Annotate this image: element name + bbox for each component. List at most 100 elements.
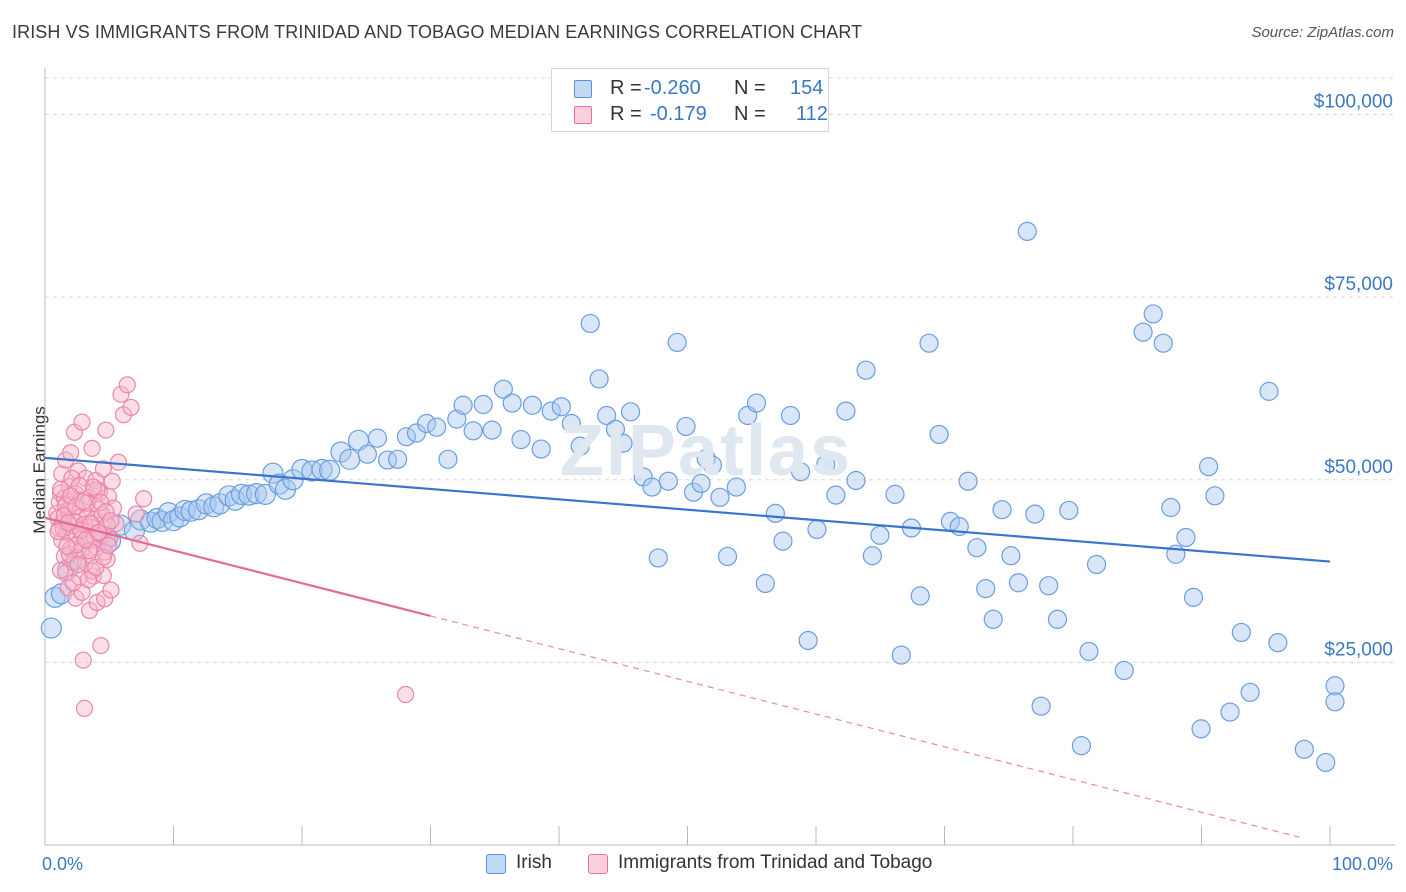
- series-legend: Irish Immigrants from Trinidad and Tobag…: [0, 852, 1406, 878]
- data-point-irish: [1079, 641, 1099, 662]
- data-point-irish: [1161, 497, 1181, 518]
- legend-swatch-trinidad: [574, 106, 592, 124]
- data-point-trinidad: [118, 376, 136, 394]
- data-point-irish: [427, 417, 447, 437]
- data-point-trinidad: [102, 581, 120, 599]
- series-irish-points: [40, 221, 1345, 773]
- data-point-irish: [710, 487, 730, 507]
- data-point-irish: [992, 500, 1012, 520]
- data-point-irish: [1143, 304, 1163, 324]
- data-point-irish: [667, 332, 687, 353]
- data-point-trinidad: [84, 478, 102, 496]
- data-point-trinidad: [102, 512, 120, 530]
- data-point-irish: [798, 630, 818, 651]
- data-point-trinidad: [51, 480, 70, 498]
- data-point-irish: [919, 333, 939, 353]
- data-point-trinidad: [96, 590, 114, 608]
- data-point-irish: [1205, 486, 1225, 506]
- data-point-irish: [580, 313, 600, 334]
- data-point-irish: [676, 416, 696, 437]
- trend-line-trinidad: [44, 516, 431, 617]
- watermark: ZIPatlas: [560, 411, 853, 491]
- data-point-irish: [453, 395, 473, 415]
- data-point-irish: [1316, 752, 1336, 773]
- data-point-trinidad: [122, 398, 140, 417]
- data-point-irish: [726, 477, 746, 497]
- legend-n-label: N =: [734, 77, 766, 99]
- data-point-irish: [1039, 576, 1059, 596]
- data-point-irish: [983, 609, 1003, 629]
- data-point-irish: [958, 471, 978, 491]
- trend-line-trinidad-extension: [430, 615, 1305, 840]
- data-point-irish: [1031, 696, 1051, 716]
- x-tick-labels: 0.0% 100.0%: [42, 854, 1393, 874]
- data-point-trinidad: [94, 460, 112, 478]
- data-point-irish: [541, 401, 561, 421]
- data-point-irish: [1008, 573, 1029, 593]
- data-point-trinidad: [127, 505, 145, 523]
- data-point-irish: [826, 485, 846, 505]
- data-point-irish: [561, 413, 581, 434]
- data-point-trinidad: [397, 685, 415, 704]
- x-tick-label-left: 0.0%: [42, 854, 83, 874]
- data-point-trinidad: [62, 444, 80, 462]
- legend-n-value: 112: [796, 103, 828, 125]
- data-point-irish: [870, 525, 890, 545]
- y-tick-label: $25,000: [1324, 639, 1393, 660]
- correlation-legend: R = -0.260 N = 154 R = -0.179 N = 112: [551, 68, 829, 132]
- data-point-irish: [846, 470, 866, 491]
- data-point-irish: [746, 393, 767, 413]
- data-point-irish: [502, 393, 522, 413]
- data-point-irish: [224, 489, 246, 511]
- data-point-trinidad: [73, 413, 91, 431]
- legend-swatch-irish: [486, 854, 506, 874]
- data-point-irish: [330, 441, 352, 463]
- data-point-irish: [910, 586, 930, 606]
- legend-r-value: -0.260: [644, 77, 701, 99]
- data-point-irish: [702, 455, 723, 475]
- data-point-trinidad: [77, 531, 95, 549]
- data-point-irish: [1133, 322, 1153, 342]
- data-point-irish: [1153, 333, 1173, 353]
- legend-swatch-trinidad: [588, 854, 608, 874]
- data-point-irish: [780, 405, 801, 426]
- data-point-trinidad: [135, 490, 153, 508]
- data-point-irish: [319, 459, 341, 481]
- data-point-trinidad: [83, 439, 101, 457]
- legend-r-label: R =: [610, 77, 642, 99]
- data-point-irish: [262, 462, 284, 484]
- data-point-irish: [388, 449, 408, 469]
- data-point-irish: [597, 405, 617, 426]
- data-point-trinidad: [92, 636, 110, 655]
- data-point-irish: [1259, 381, 1279, 401]
- legend-n-label: N =: [734, 103, 766, 125]
- data-point-irish: [1198, 457, 1219, 477]
- data-point-trinidad: [97, 421, 115, 439]
- data-point-irish: [1240, 682, 1260, 702]
- data-point-irish: [570, 436, 590, 456]
- data-point-irish: [551, 397, 571, 417]
- data-point-irish: [807, 519, 827, 540]
- data-point-irish: [691, 473, 711, 494]
- chart-source: Source: ZipAtlas.com: [1251, 24, 1394, 41]
- data-point-irish: [377, 450, 398, 470]
- data-point-irish: [836, 401, 856, 421]
- data-point-irish: [773, 531, 793, 551]
- y-tick-labels: $25,000 $50,000 $75,000 $100,000: [1314, 92, 1393, 661]
- legend-label-trinidad: Immigrants from Trinidad and Tobago: [618, 852, 933, 873]
- data-point-irish: [862, 546, 882, 566]
- legend-swatch-irish: [574, 80, 592, 98]
- legend-r-label: R =: [610, 103, 642, 125]
- legend-n-value: 154: [790, 77, 824, 99]
- chart-title: IRISH VS IMMIGRANTS FROM TRINIDAD AND TO…: [12, 22, 863, 42]
- data-point-trinidad: [103, 472, 121, 490]
- x-tick-label-right: 100.0%: [1332, 854, 1393, 874]
- series-trinidad-points: [48, 376, 415, 718]
- data-point-irish: [1071, 736, 1092, 756]
- data-point-trinidad: [69, 555, 87, 574]
- data-point-irish: [816, 454, 836, 475]
- data-point-irish: [482, 420, 502, 440]
- y-tick-label: $75,000: [1324, 274, 1393, 295]
- data-point-trinidad: [75, 699, 94, 718]
